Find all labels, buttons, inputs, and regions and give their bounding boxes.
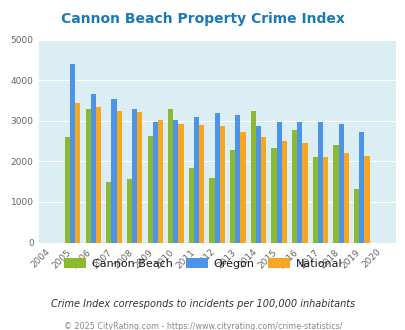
Bar (96, 107, 101, 243)
Bar (106, 182, 111, 243)
Bar (85, 109, 90, 243)
Bar (250, 111, 255, 243)
Bar (271, 148, 276, 243)
Bar (137, 112, 142, 243)
Text: Crime Index corresponds to incidents per 100,000 inhabitants: Crime Index corresponds to incidents per… (51, 299, 354, 309)
Bar (75, 103, 80, 243)
Bar (188, 168, 194, 243)
Text: © 2025 CityRating.com - https://www.cityrating.com/crime-statistics/: © 2025 CityRating.com - https://www.city… (64, 322, 341, 330)
Bar (152, 122, 158, 243)
Bar (255, 126, 260, 243)
Legend: Cannon Beach, Oregon, National: Cannon Beach, Oregon, National (59, 254, 346, 273)
Bar (363, 156, 369, 243)
Bar (147, 136, 152, 243)
Bar (276, 122, 281, 243)
Bar (209, 179, 214, 243)
Bar (291, 130, 296, 243)
Bar (353, 189, 358, 243)
Bar (235, 115, 240, 243)
Bar (322, 157, 327, 243)
Bar (173, 119, 178, 243)
Bar (214, 113, 219, 243)
Bar (116, 111, 121, 243)
Bar (126, 179, 132, 243)
Bar (158, 120, 162, 243)
Bar (338, 124, 343, 243)
Bar (296, 122, 302, 243)
Bar (168, 109, 173, 243)
Bar (333, 145, 338, 243)
Bar (302, 143, 307, 243)
Bar (198, 125, 204, 243)
Bar (111, 99, 116, 243)
Bar (65, 137, 70, 243)
Bar (90, 94, 96, 243)
Bar (317, 121, 322, 243)
Bar (219, 126, 224, 243)
Bar (260, 137, 266, 243)
Bar (281, 142, 286, 243)
Bar (312, 157, 317, 243)
Bar (194, 117, 198, 243)
Bar (358, 132, 363, 243)
Bar (230, 150, 235, 243)
Bar (132, 110, 137, 243)
Bar (70, 64, 75, 243)
Bar (343, 153, 348, 243)
Bar (240, 132, 245, 243)
Bar (178, 124, 183, 243)
Text: Cannon Beach Property Crime Index: Cannon Beach Property Crime Index (61, 12, 344, 25)
